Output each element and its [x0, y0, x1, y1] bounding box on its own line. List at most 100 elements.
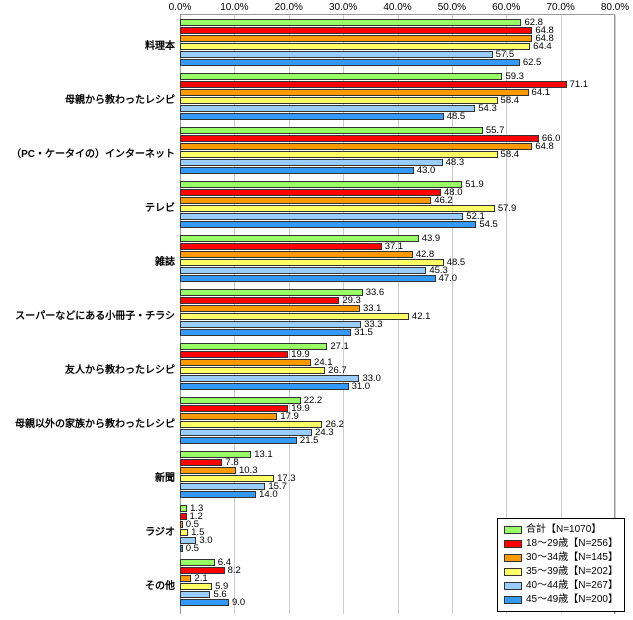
bar	[180, 259, 444, 266]
bar-value-label: 5.6	[213, 591, 226, 598]
bar-value-label: 57.5	[496, 51, 515, 58]
category-label: 新聞	[155, 469, 175, 484]
category-label: ラジオ	[145, 523, 175, 538]
bar-value-label: 57.9	[498, 205, 517, 212]
bar	[180, 413, 277, 420]
bar	[180, 405, 288, 412]
bar	[180, 167, 414, 174]
bar	[180, 73, 502, 80]
legend-swatch	[504, 596, 522, 604]
bar	[180, 27, 532, 34]
bar	[180, 43, 530, 50]
bar	[180, 429, 312, 436]
legend-item: 40～44歳【N=267】	[504, 579, 618, 593]
bar	[180, 575, 191, 582]
bar	[180, 205, 495, 212]
bar-value-label: 64.1	[532, 89, 551, 96]
bar-value-label: 64.8	[535, 143, 554, 150]
bar-value-label: 55.7	[486, 127, 505, 134]
legend-label: 18～29歳【N=256】	[526, 537, 618, 551]
bar	[180, 397, 301, 404]
bar	[180, 505, 187, 512]
bar	[180, 529, 188, 536]
bar-value-label: 7.8	[225, 459, 238, 466]
bar	[180, 559, 215, 566]
bar	[180, 89, 529, 96]
category-label: （PC・ケータイの）インターネット	[11, 145, 175, 160]
bar	[180, 591, 210, 598]
bar-value-label: 51.9	[465, 181, 484, 188]
x-axis-tick-label: 70.0%	[546, 2, 574, 13]
x-axis-tick-label: 10.0%	[220, 2, 248, 13]
bar-value-label: 62.5	[523, 59, 542, 66]
legend-label: 合計【N=1070】	[526, 523, 601, 537]
x-axis-tick-label: 20.0%	[275, 2, 303, 13]
bar	[180, 35, 532, 42]
bar-value-label: 58.4	[501, 97, 520, 104]
legend-label: 35～39歳【N=202】	[526, 565, 618, 579]
bar-value-label: 2.1	[194, 575, 207, 582]
bar	[180, 383, 349, 390]
bar	[180, 467, 236, 474]
bar	[180, 113, 444, 120]
bar	[180, 275, 436, 282]
bar	[180, 305, 360, 312]
bar	[180, 105, 475, 112]
bar-value-label: 48.5	[447, 259, 466, 266]
category-label: 友人から教わったレシピ	[65, 361, 175, 376]
bar	[180, 51, 493, 58]
bar	[180, 437, 297, 444]
bar	[180, 267, 426, 274]
bar	[180, 475, 274, 482]
category-label: 母親から教わったレシピ	[65, 91, 175, 106]
bar	[180, 359, 311, 366]
bar	[180, 19, 521, 26]
bar	[180, 483, 265, 490]
bar	[180, 59, 520, 66]
bar	[180, 421, 322, 428]
x-axis-tick-label: 0.0%	[169, 2, 192, 13]
bar-value-label: 33.1	[363, 305, 382, 312]
bar-value-label: 42.1	[412, 313, 431, 320]
legend-item: 合計【N=1070】	[504, 523, 618, 537]
bar	[180, 545, 183, 552]
bar-value-label: 59.3	[505, 73, 524, 80]
bar	[180, 451, 251, 458]
bar-value-label: 64.4	[533, 43, 552, 50]
bar	[180, 243, 382, 250]
bar-value-label: 48.3	[446, 159, 465, 166]
bar	[180, 159, 443, 166]
bar-value-label: 14.0	[259, 491, 278, 498]
bar	[180, 143, 532, 150]
bar	[180, 197, 431, 204]
bar	[180, 351, 288, 358]
category-label: 雑誌	[155, 253, 175, 268]
category-label: 料理本	[145, 37, 175, 52]
bar	[180, 289, 363, 296]
x-axis-tick-label: 50.0%	[438, 2, 466, 13]
legend: 合計【N=1070】18～29歳【N=256】30～34歳【N=145】35～3…	[497, 518, 625, 612]
bar	[180, 491, 256, 498]
bar	[180, 135, 539, 142]
bar-value-label: 27.1	[330, 343, 349, 350]
bar	[180, 599, 229, 606]
bar	[180, 329, 351, 336]
category-label: スーパーなどにある小冊子・チラシ	[15, 307, 175, 322]
bar-value-label: 9.0	[232, 599, 245, 606]
legend-label: 45～49歳【N=200】	[526, 593, 618, 607]
chart-container: 62.864.864.864.457.562.559.371.164.158.4…	[0, 0, 633, 620]
bar	[180, 459, 222, 466]
legend-item: 45～49歳【N=200】	[504, 593, 618, 607]
category-label: 母親以外の家族から教わったレシピ	[15, 415, 175, 430]
legend-item: 30～34歳【N=145】	[504, 551, 618, 565]
bar	[180, 235, 419, 242]
legend-swatch	[504, 540, 522, 548]
bar	[180, 321, 361, 328]
bar	[180, 251, 413, 258]
bar-value-label: 3.0	[199, 537, 212, 544]
bar-value-label: 54.5	[479, 221, 498, 228]
bar	[180, 127, 483, 134]
category-label: その他	[145, 577, 175, 592]
bar-value-label: 26.7	[328, 367, 347, 374]
bar-value-label: 31.0	[352, 383, 371, 390]
